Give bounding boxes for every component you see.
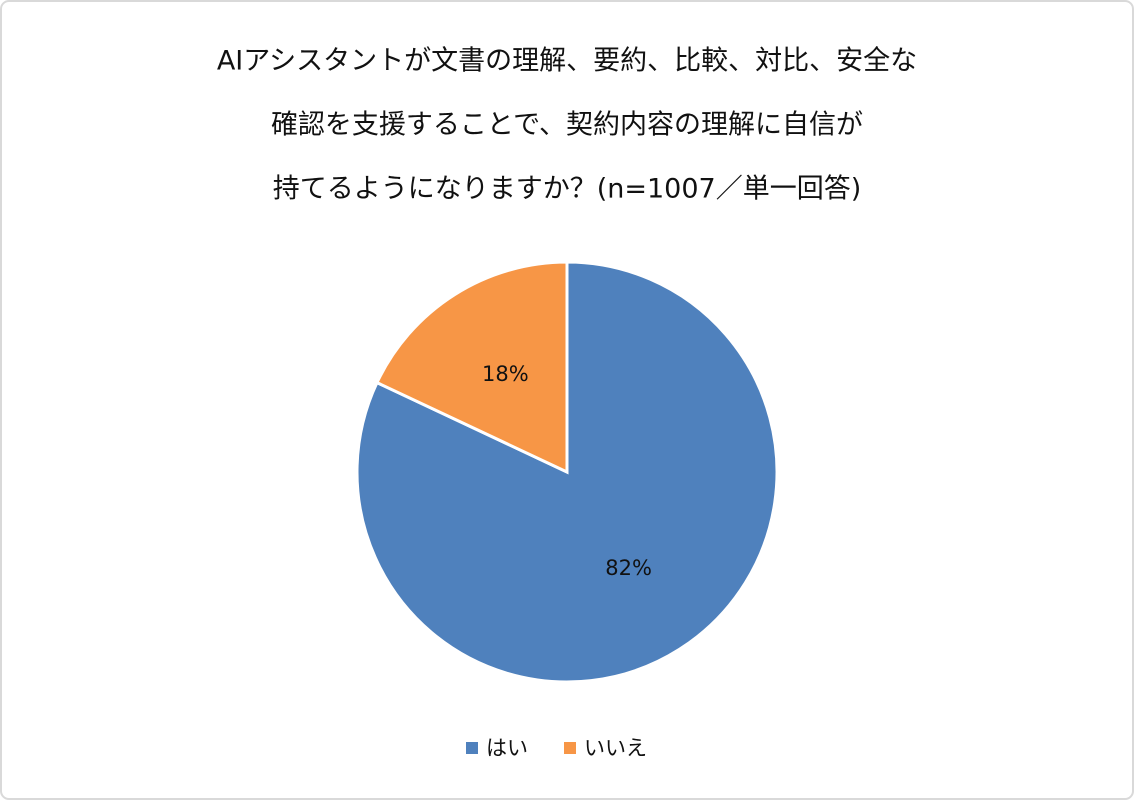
chart-title: 確認を支援することで、契約内容の理解に自信が (271, 110, 863, 141)
legend-label: いいえ (584, 736, 647, 760)
chart-title: AIアシスタントが文書の理解、要約、比較、対比、安全な (217, 46, 917, 77)
chart-title: 持てるようになりますか？(n=1007／単一回答) (273, 174, 862, 205)
legend-swatch (564, 742, 576, 754)
pie-slice (374, 260, 569, 475)
data-label: 18% (482, 362, 529, 386)
data-label: 82% (605, 556, 652, 580)
legend-label: はい (486, 736, 528, 760)
legend-swatch (466, 742, 478, 754)
